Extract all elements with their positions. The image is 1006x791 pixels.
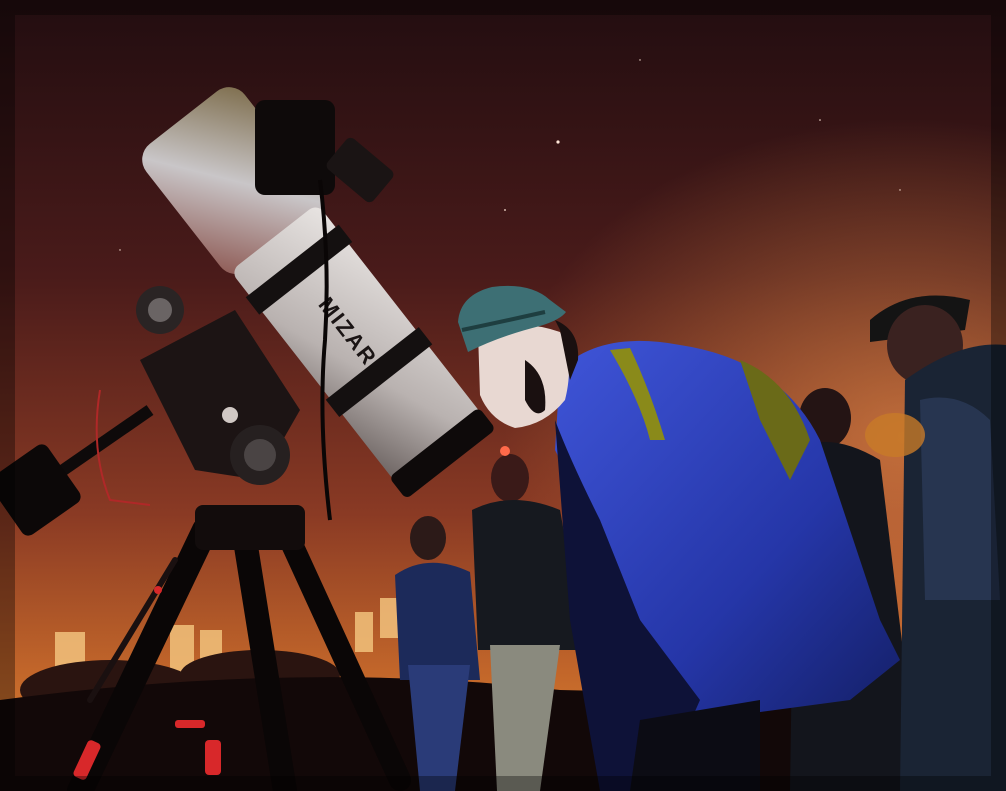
autumn-leaves: [865, 413, 925, 457]
dew-shield: [142, 87, 324, 275]
background-person-woman: [395, 516, 480, 791]
equatorial-mount: [0, 286, 305, 550]
backpack-strap: [610, 348, 665, 440]
tripod: [67, 517, 411, 791]
background-person-far-right: [870, 295, 1006, 791]
main-observer: [458, 285, 900, 791]
stars: [119, 59, 901, 251]
beard: [525, 360, 546, 414]
telescope: MIZAR: [142, 87, 494, 521]
red-lights: [73, 586, 221, 780]
face: [478, 325, 569, 428]
background-person-man: [472, 446, 585, 791]
jacket: [555, 340, 900, 720]
backpack: [740, 360, 810, 480]
